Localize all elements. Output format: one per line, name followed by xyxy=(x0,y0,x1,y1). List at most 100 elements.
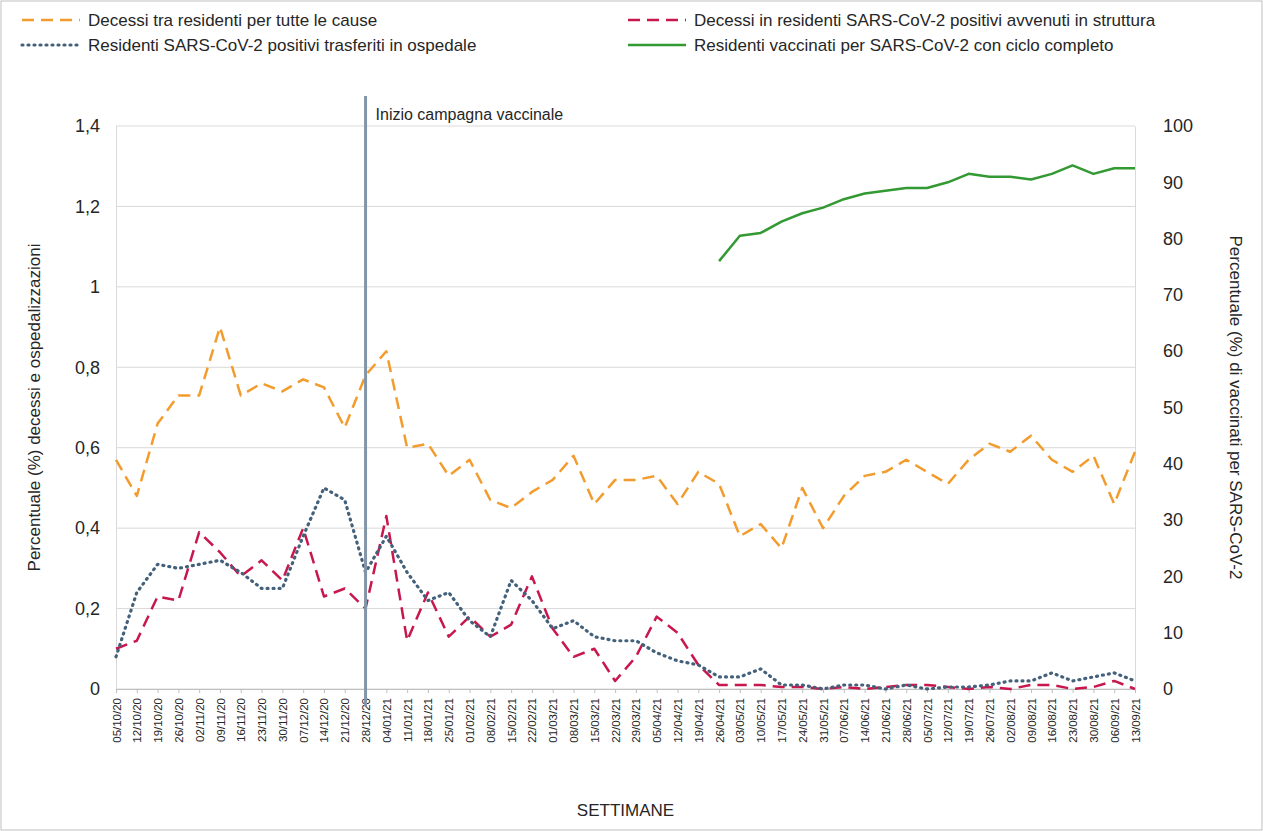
tick-label: 22/02/21 xyxy=(526,698,538,743)
tick: 80 xyxy=(1135,229,1183,249)
tick-label: 07/12/20 xyxy=(298,698,310,743)
tick: 08/03/21 xyxy=(568,689,580,743)
tick: 1 xyxy=(90,277,116,297)
tick: 05/07/21 xyxy=(922,689,934,743)
tick-mark xyxy=(781,689,782,693)
tick-label: 0,6 xyxy=(75,438,100,458)
legend-swatch xyxy=(22,19,80,22)
tick-mark xyxy=(865,689,866,693)
tick: 15/03/21 xyxy=(589,689,601,743)
tick: 0,4 xyxy=(75,518,116,538)
chart: 00,20,40,60,811,21,401020304050607080901… xyxy=(0,0,1263,831)
tick-label: 02/11/20 xyxy=(194,698,206,742)
legend-item: Residenti SARS-CoV-2 positivi trasferiti… xyxy=(22,36,476,55)
grid-line xyxy=(116,286,1135,287)
tick: 22/03/21 xyxy=(610,689,622,743)
tick: 29/03/21 xyxy=(630,689,642,743)
tick-label: 16/08/21 xyxy=(1046,698,1058,743)
tick-label: 80 xyxy=(1163,229,1183,249)
series-line xyxy=(116,516,1135,689)
tick: 23/08/21 xyxy=(1067,689,1079,743)
tick: 0,8 xyxy=(75,358,116,378)
tick-label: 08/02/21 xyxy=(485,698,497,743)
grid-line xyxy=(116,206,1135,207)
series-line xyxy=(719,165,1135,261)
tick: 12/07/21 xyxy=(942,689,954,743)
tick-label: 25/01/21 xyxy=(443,698,455,743)
tick-label: 12/10/20 xyxy=(131,698,143,743)
tick-mark xyxy=(532,689,533,693)
axis-title: SETTIMANE xyxy=(577,801,674,820)
tick-mark xyxy=(1135,689,1136,693)
tick: 21/12/20 xyxy=(339,689,351,743)
tick: 02/11/20 xyxy=(194,689,206,742)
tick: 1,4 xyxy=(75,116,116,136)
tick-label: 100 xyxy=(1163,116,1193,136)
legend-item: Decessi in residenti SARS-CoV-2 positivi… xyxy=(628,11,1156,30)
tick: 13/09/21 xyxy=(1130,689,1142,743)
tick: 14/06/21 xyxy=(859,689,871,743)
legend-label: Residenti SARS-CoV-2 positivi trasferiti… xyxy=(88,36,476,55)
tick: 31/05/21 xyxy=(818,689,830,743)
tick-mark xyxy=(1114,689,1115,693)
tick-label: 40 xyxy=(1163,454,1183,474)
tick: 90 xyxy=(1135,173,1183,193)
annotation-text: Inizio campagna vaccinale xyxy=(376,106,564,123)
y-axis: 00,20,40,60,811,21,4 xyxy=(75,116,117,699)
tick: 22/02/21 xyxy=(526,689,538,743)
tick: 05/04/21 xyxy=(651,689,663,743)
tick-mark xyxy=(1052,689,1053,693)
y2-axis: 0102030405060708090100 xyxy=(1135,116,1193,699)
tick: 06/09/21 xyxy=(1109,689,1121,743)
legend-swatch xyxy=(22,43,80,46)
tick-label: 24/05/21 xyxy=(797,698,809,743)
axis-line xyxy=(116,127,117,690)
tick-mark xyxy=(303,689,304,693)
x-axis: 05/10/2012/10/2019/10/2026/10/2002/11/20… xyxy=(111,689,1142,743)
tick: 09/08/21 xyxy=(1026,689,1038,743)
tick: 26/10/20 xyxy=(173,689,185,743)
tick-label: 22/03/21 xyxy=(610,698,622,743)
tick-label: 50 xyxy=(1163,398,1183,418)
tick: 17/05/21 xyxy=(776,689,788,743)
tick-mark xyxy=(636,689,637,693)
tick-mark xyxy=(1093,689,1094,693)
tick: 04/01/21 xyxy=(381,689,393,743)
legend-label: Decessi tra residenti per tutte le cause xyxy=(88,11,377,30)
tick-mark xyxy=(719,689,720,693)
tick-label: 19/04/21 xyxy=(693,698,705,743)
tick-label: 1,4 xyxy=(75,116,100,136)
tick-mark xyxy=(511,689,512,693)
axis-title: Percentuale (%) di vaccinati per SARS-Co… xyxy=(1226,236,1245,580)
legend-label: Decessi in residenti SARS-CoV-2 positivi… xyxy=(694,11,1156,30)
tick-label: 06/09/21 xyxy=(1109,698,1121,743)
tick: 12/04/21 xyxy=(672,689,684,743)
tick-label: 1,2 xyxy=(75,197,100,217)
tick-label: 08/03/21 xyxy=(568,698,580,743)
tick-mark xyxy=(386,689,387,693)
tick-mark xyxy=(490,689,491,693)
legend-item: Decessi tra residenti per tutte le cause xyxy=(22,11,377,30)
tick: 10 xyxy=(1135,623,1183,643)
tick: 16/11/20 xyxy=(235,689,247,742)
tick: 1,2 xyxy=(75,197,116,217)
plot-area xyxy=(116,165,1135,689)
tick: 07/06/21 xyxy=(838,689,850,743)
tick-label: 26/04/21 xyxy=(714,698,726,743)
tick-label: 0,2 xyxy=(75,599,100,619)
tick: 24/05/21 xyxy=(797,689,809,743)
tick: 0,6 xyxy=(75,438,116,458)
tick-mark xyxy=(844,689,845,693)
legend: Decessi tra residenti per tutte le cause… xyxy=(22,11,1156,55)
series-line xyxy=(116,327,1135,548)
tick: 60 xyxy=(1135,341,1183,361)
tick-mark xyxy=(178,689,179,693)
axis-line xyxy=(117,690,1136,694)
tick-label: 12/04/21 xyxy=(672,698,684,743)
tick-mark xyxy=(740,689,741,693)
tick-label: 09/11/20 xyxy=(215,698,227,742)
tick-label: 12/07/21 xyxy=(942,698,954,743)
tick-mark xyxy=(657,689,658,693)
series-line xyxy=(116,488,1135,689)
tick-mark xyxy=(137,689,138,693)
